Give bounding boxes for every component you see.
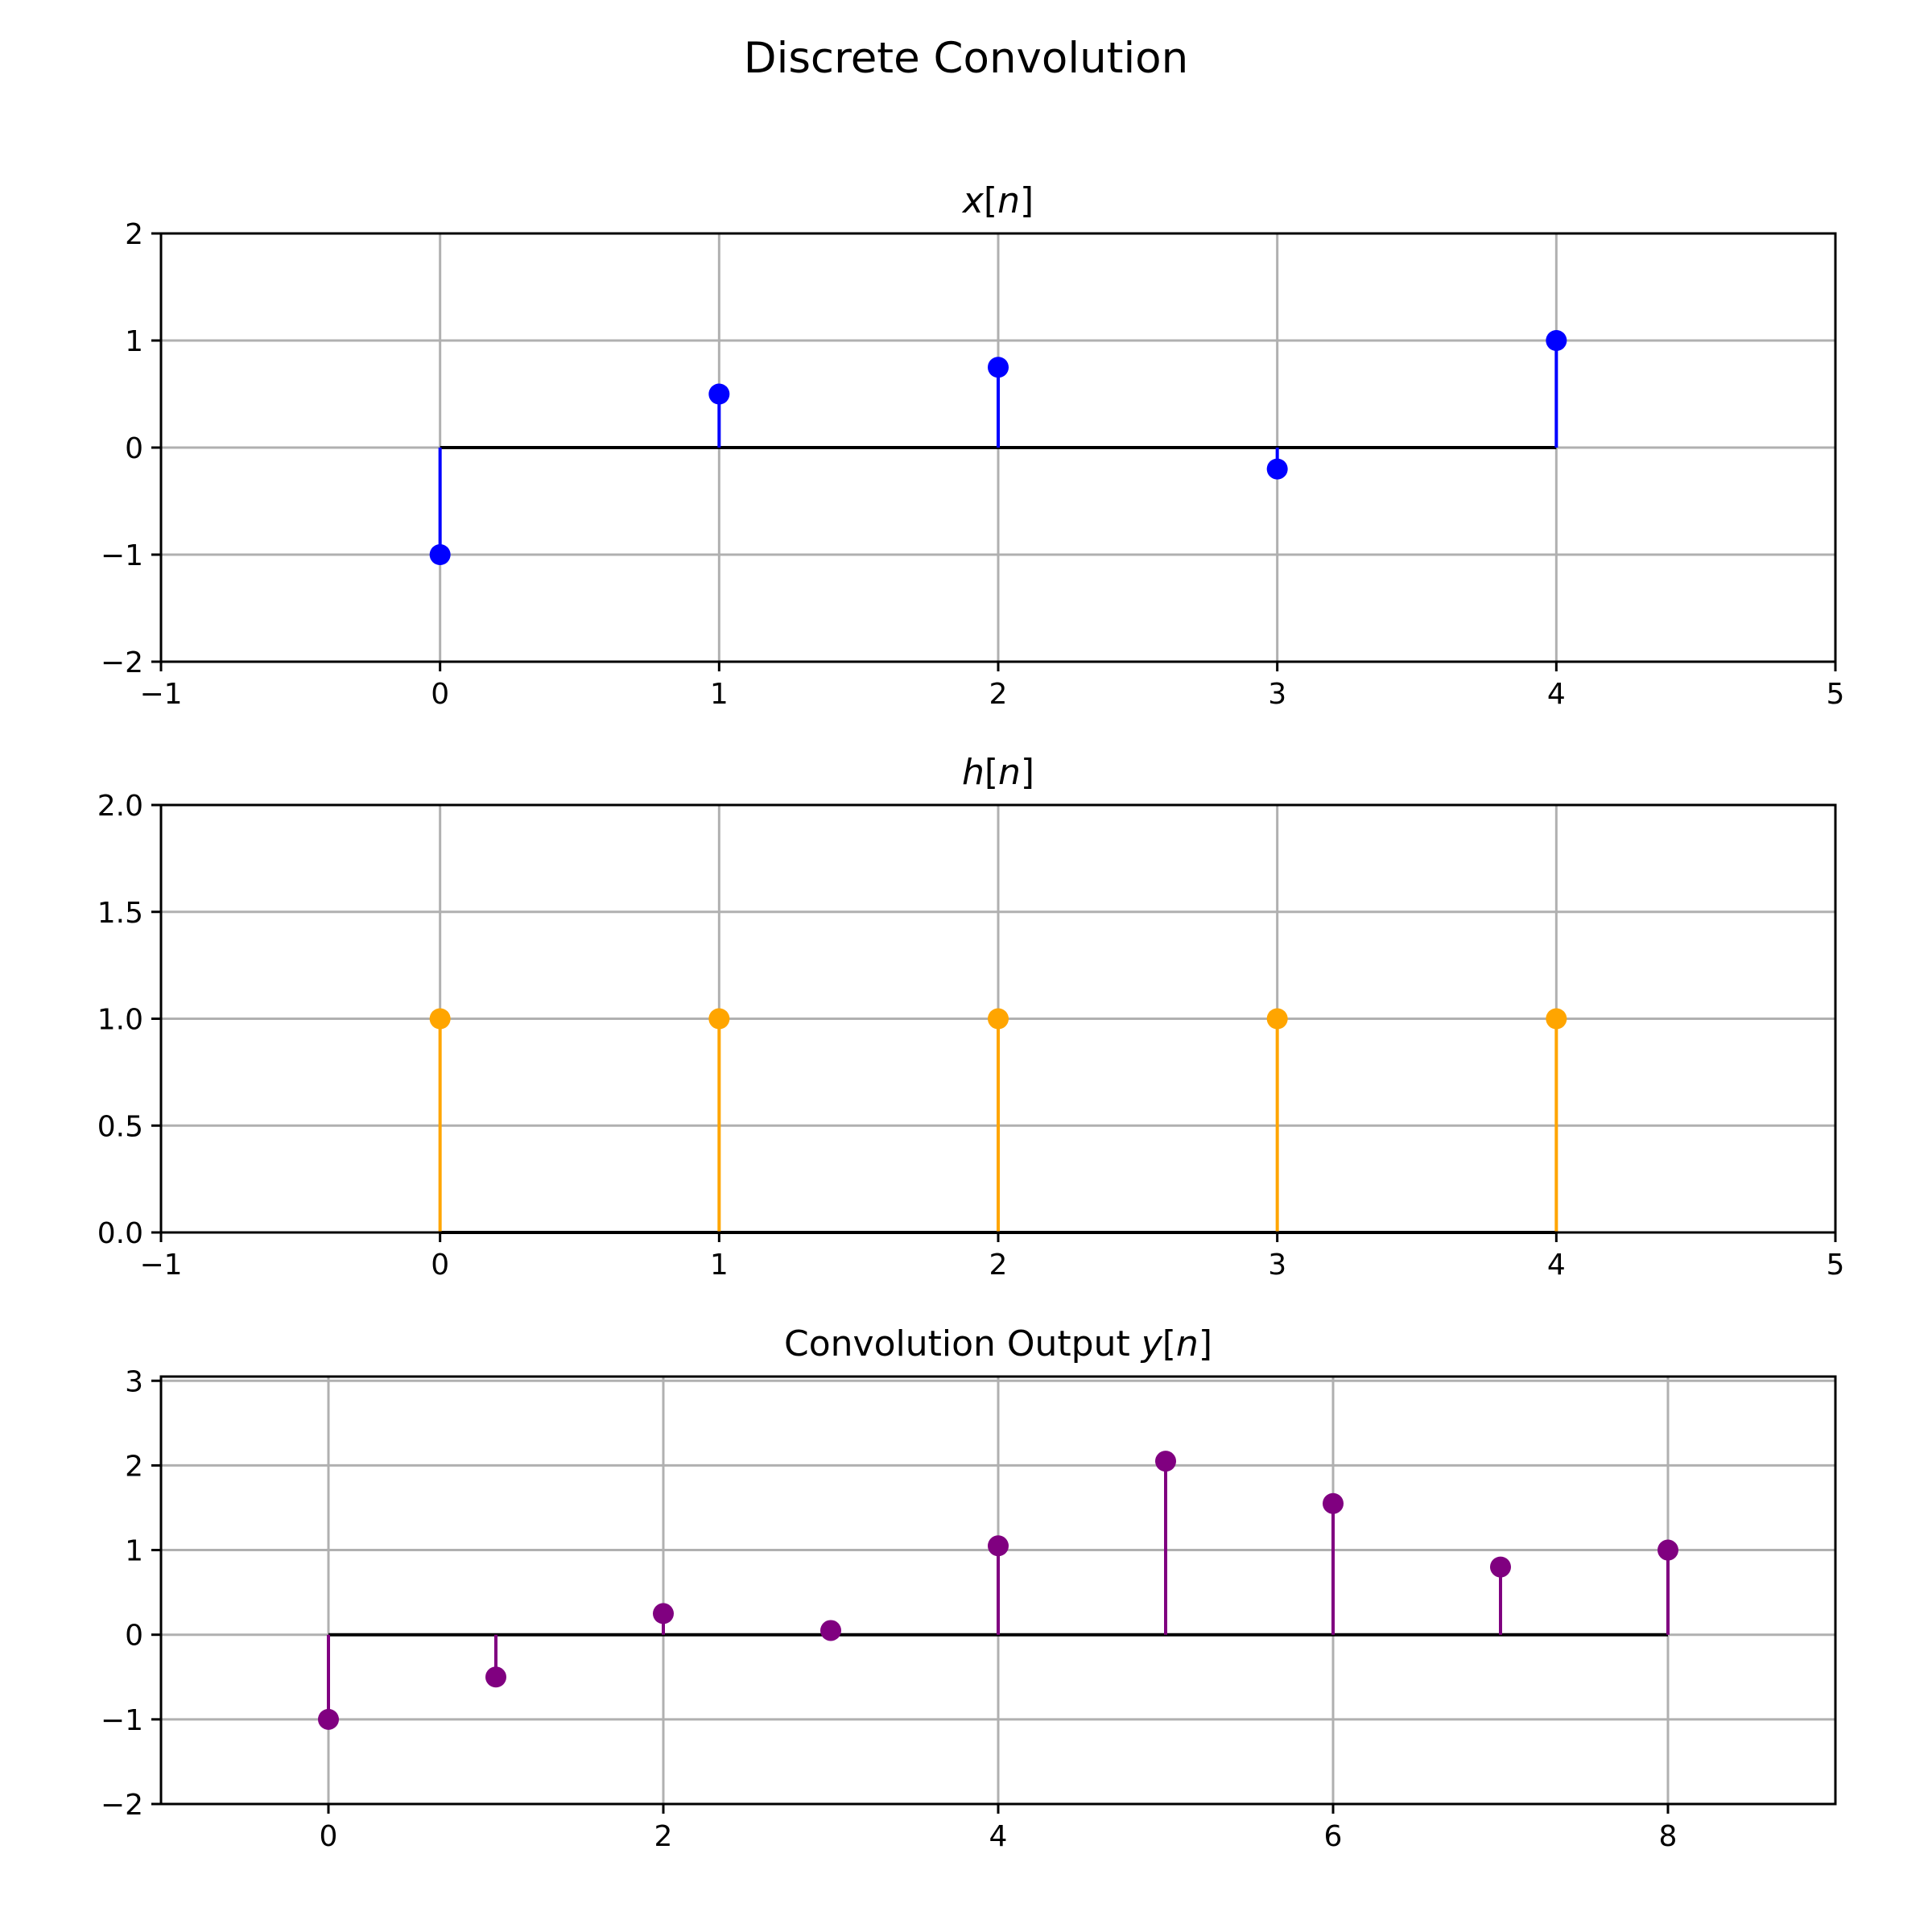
- y-tick-label: 2: [125, 1450, 143, 1483]
- x-tick-label: 5: [1827, 678, 1845, 711]
- x-tick-label: −1: [139, 678, 182, 711]
- stem-marker: [1323, 1492, 1344, 1514]
- x-tick-label: 0: [431, 1249, 449, 1282]
- x-tick-label: 2: [654, 1820, 673, 1853]
- x-tick-label: 2: [989, 678, 1008, 711]
- y-tick-label: 2.0: [97, 790, 143, 823]
- y-tick-label: 0: [125, 432, 143, 465]
- x-tick-label: 0: [431, 678, 449, 711]
- y-tick-label: −1: [101, 1704, 143, 1737]
- y-tick-label: −1: [101, 539, 143, 572]
- x-tick-label: 8: [1659, 1820, 1678, 1853]
- stem-marker: [988, 357, 1009, 378]
- stem-marker: [1546, 1008, 1567, 1030]
- stem-marker: [1657, 1539, 1678, 1561]
- stem-marker: [1490, 1556, 1511, 1578]
- y-tick-label: 1: [125, 325, 143, 358]
- stem-marker: [708, 1008, 730, 1030]
- x-tick-label: 4: [1547, 678, 1566, 711]
- stem-marker: [820, 1620, 841, 1641]
- x-tick-label: 0: [320, 1820, 338, 1853]
- subplot-title: x[n]: [961, 180, 1034, 221]
- stem-marker: [1266, 458, 1288, 480]
- figure-title: Discrete Convolution: [744, 34, 1188, 83]
- stem-marker: [1546, 330, 1567, 351]
- stem-marker: [988, 1008, 1009, 1030]
- stem-marker: [485, 1666, 506, 1688]
- stem-marker: [708, 383, 730, 405]
- y-tick-label: 0: [125, 1620, 143, 1653]
- x-tick-label: 3: [1268, 678, 1286, 711]
- x-tick-label: 2: [989, 1249, 1008, 1282]
- y-tick-label: 0.0: [97, 1217, 143, 1250]
- x-tick-label: 3: [1268, 1249, 1286, 1282]
- subplot-3: 0 2 4 6 8 −2 −1 0 1 2 3 Convolution Output y[n]: [101, 1323, 1837, 1853]
- stem-marker: [988, 1535, 1009, 1557]
- x-tick-label: 5: [1827, 1249, 1845, 1282]
- x-tick-label: 4: [1547, 1249, 1566, 1282]
- y-tick-label: 0.5: [97, 1110, 143, 1143]
- y-tick-label: 2: [125, 218, 143, 251]
- x-tick-label: 1: [710, 678, 729, 711]
- subplot-title: Convolution Output y[n]: [784, 1323, 1212, 1364]
- y-tick-label: 1: [125, 1535, 143, 1568]
- stem-marker: [1155, 1451, 1176, 1472]
- stem-marker: [653, 1603, 674, 1624]
- y-tick-label: 1.0: [97, 1004, 143, 1037]
- y-tick-label: 3: [125, 1365, 143, 1398]
- y-tick-label: −2: [101, 646, 143, 679]
- x-tick-label: 1: [710, 1249, 729, 1282]
- y-tick-label: −2: [101, 1789, 143, 1822]
- x-tick-label: 4: [989, 1820, 1008, 1853]
- stem-marker: [1266, 1008, 1288, 1030]
- stem-marker: [429, 544, 451, 565]
- stem-marker: [429, 1008, 451, 1030]
- subplot-2: −1 0 1 2 3 4 5 0.0 0.5 1.0 1.5 2.0 h[n]: [97, 752, 1845, 1282]
- x-tick-label: −1: [139, 1249, 182, 1282]
- y-tick-label: 1.5: [97, 897, 143, 930]
- x-tick-label: 6: [1324, 1820, 1343, 1853]
- subplot-title: h[n]: [962, 752, 1034, 793]
- stem-marker: [318, 1708, 339, 1730]
